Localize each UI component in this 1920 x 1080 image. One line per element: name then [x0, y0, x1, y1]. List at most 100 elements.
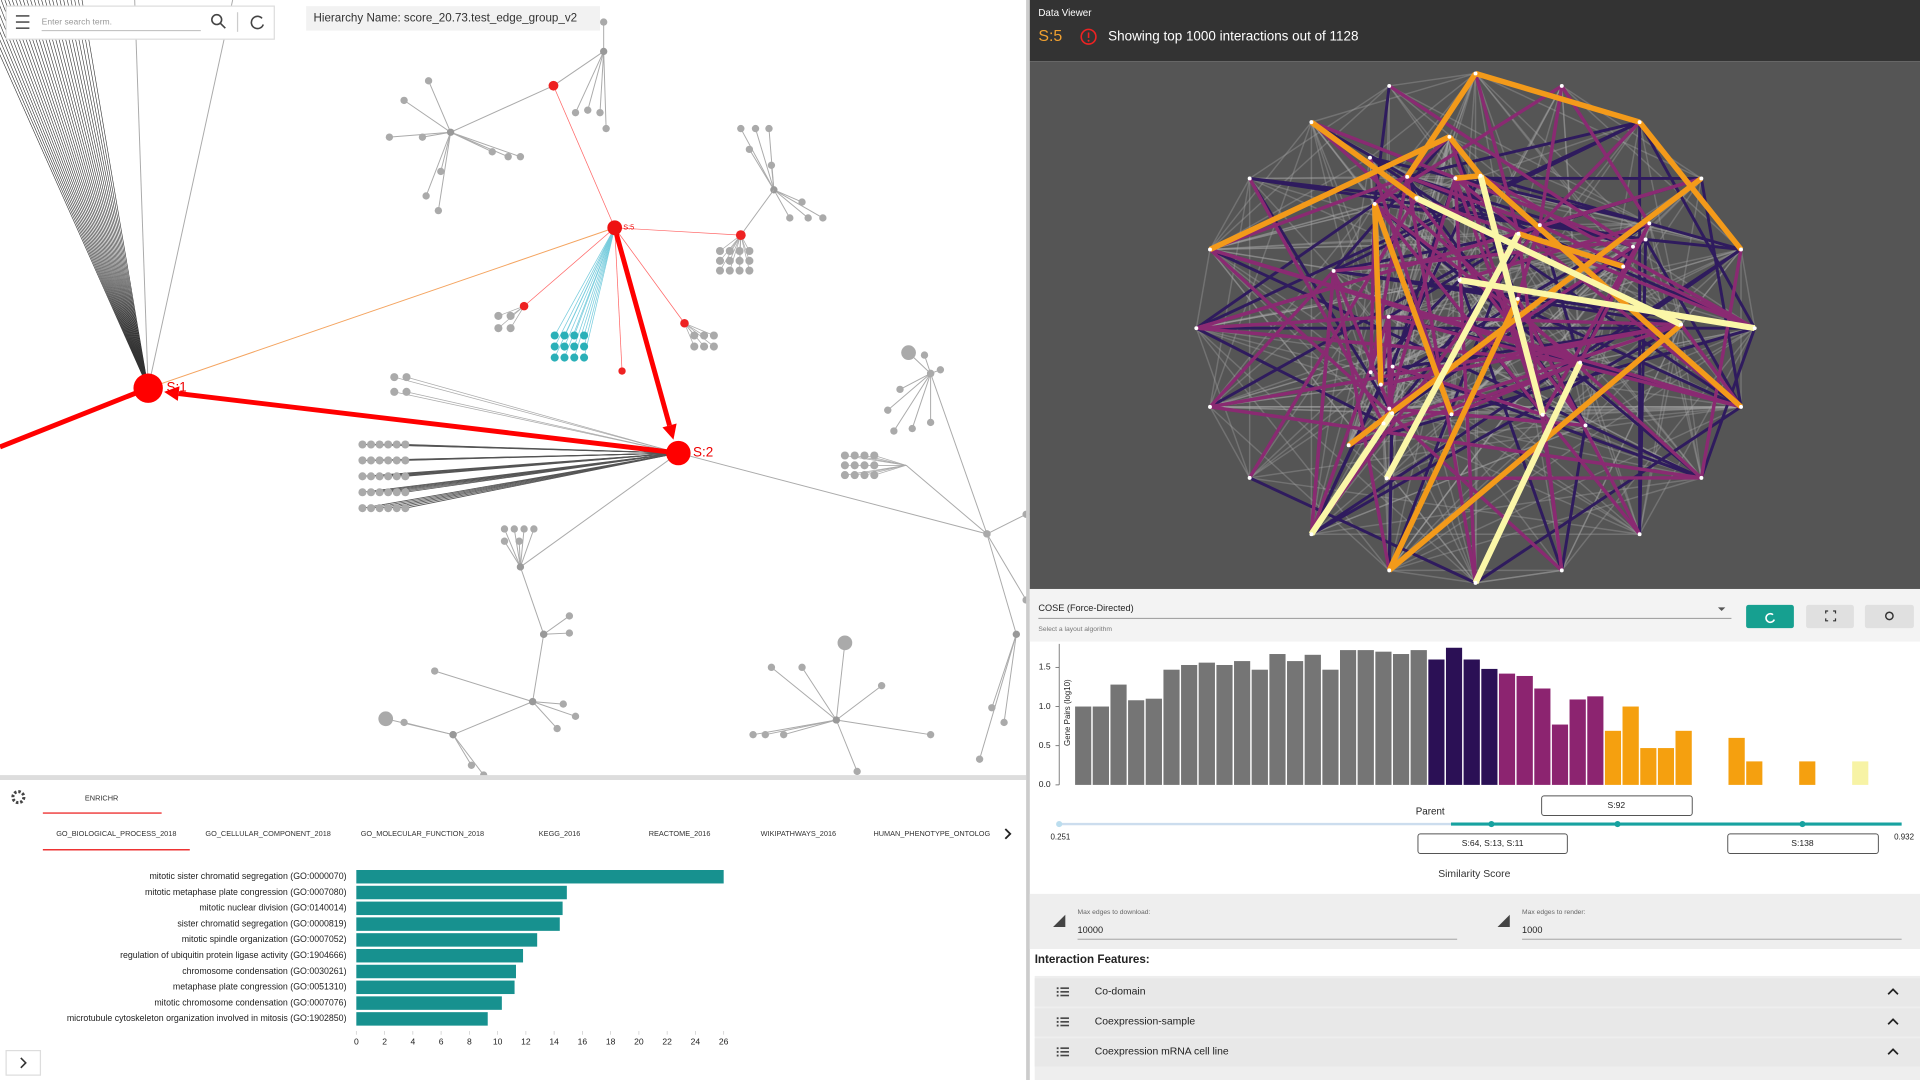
node: [850, 461, 859, 470]
gene-node: [1631, 244, 1635, 249]
slider-handle[interactable]: [1799, 821, 1806, 828]
interaction-edge: [1680, 249, 1742, 326]
edge: [8, 0, 149, 389]
edge: [801, 667, 837, 721]
edge: [520, 452, 679, 568]
annotation-box: [1727, 833, 1879, 854]
interaction-edge: [1249, 85, 1390, 180]
node: [725, 246, 734, 256]
edge: [403, 721, 454, 736]
edge: [986, 533, 1017, 635]
node: [375, 440, 384, 449]
snapshot-button[interactable]: [1864, 604, 1914, 629]
edge: [452, 734, 472, 766]
feature-row[interactable]: [1034, 1038, 1920, 1067]
edge: [887, 373, 931, 411]
interaction-edge: [1310, 120, 1634, 249]
interaction-edge: [1475, 569, 1562, 584]
edge: [543, 632, 570, 635]
node: [700, 342, 709, 351]
slider-handle[interactable]: [1056, 821, 1063, 828]
gene-node: [1583, 423, 1588, 428]
edge: [893, 373, 932, 432]
edge: [835, 719, 858, 772]
interaction-edge: [1332, 135, 1451, 272]
search-box[interactable]: [5, 5, 275, 40]
node: [504, 153, 512, 161]
list-icon: [1056, 1047, 1059, 1050]
interaction-edge: [1371, 203, 1384, 385]
edge: [4, 0, 149, 389]
gene-node: [1381, 421, 1386, 426]
edge: [773, 189, 803, 203]
feature-row[interactable]: [1034, 978, 1920, 1007]
node: [375, 472, 384, 481]
interaction-edge: [1209, 73, 1477, 408]
histogram-bar: [1216, 664, 1233, 785]
edge: [434, 670, 533, 703]
settings-icon[interactable]: [11, 790, 26, 805]
interaction-edge: [1209, 121, 1312, 250]
enrichr-divider: [0, 775, 1027, 780]
node: [384, 504, 393, 513]
x-tick-label: 2: [382, 1036, 387, 1046]
interaction-edge: [1386, 297, 1521, 572]
node: [850, 471, 859, 480]
edge: [41, 0, 149, 389]
x-tick-label: 16: [578, 1036, 588, 1046]
interaction-edge: [1209, 197, 1417, 251]
search-icon[interactable]: [211, 13, 223, 26]
slider-handle[interactable]: [1488, 821, 1495, 828]
feature-row[interactable]: [1034, 1008, 1920, 1037]
interaction-edge: [1388, 316, 1702, 479]
list-icon: [1056, 1020, 1059, 1023]
edge: [0, 23, 149, 389]
slider-handle[interactable]: [1614, 821, 1621, 828]
hierarchy-node: [133, 373, 163, 403]
edge: [519, 528, 535, 568]
edge: [81, 0, 149, 389]
edge: [0, 54, 149, 389]
bar-label: mitotic sister chromatid segregation (GO…: [149, 871, 346, 881]
bar: [356, 885, 567, 900]
refresh-icon: [1765, 612, 1776, 624]
gene-node: [1540, 412, 1545, 417]
node: [936, 366, 945, 374]
interaction-edge: [1209, 85, 1390, 251]
limit-value[interactable]: 10000: [1078, 925, 1104, 935]
edge: [532, 701, 576, 717]
bar: [356, 980, 515, 995]
list-icon: [1056, 990, 1059, 993]
interaction-edge: [1388, 84, 1634, 249]
interaction-edge: [1209, 249, 1477, 584]
list-icon: [1056, 994, 1059, 997]
interaction-edge: [1392, 364, 1544, 417]
fit-button[interactable]: [1806, 604, 1854, 629]
interaction-edge: [1386, 476, 1702, 481]
interaction-edge: [1451, 222, 1650, 415]
gene-node: [1473, 580, 1478, 585]
library-tab: GO_CELLULAR_COMPONENT_2018: [205, 829, 330, 838]
node: [560, 342, 569, 351]
node: [528, 697, 537, 706]
expand-button[interactable]: [5, 1050, 42, 1076]
node: [877, 682, 886, 690]
gene-node: [1208, 404, 1212, 409]
histogram-bar: [1181, 664, 1198, 785]
interaction-edge: [1680, 249, 1742, 326]
interaction-edge: [1380, 136, 1451, 385]
interaction-edge: [1310, 323, 1682, 536]
apply-layout-button[interactable]: [1746, 604, 1794, 629]
interaction-edge: [1311, 477, 1702, 535]
interaction-edge: [1637, 120, 1744, 252]
node: [786, 214, 794, 222]
viewer-message: Showing top 1000 interactions out of 112…: [1108, 28, 1358, 43]
interaction-edge: [1373, 202, 1641, 536]
node: [418, 133, 427, 141]
limit-value[interactable]: 1000: [1522, 925, 1542, 935]
edge: [0, 5, 149, 389]
gene-node: [1368, 370, 1373, 375]
interaction-edge: [1369, 156, 1742, 409]
edge: [532, 701, 564, 705]
node: [366, 488, 376, 497]
